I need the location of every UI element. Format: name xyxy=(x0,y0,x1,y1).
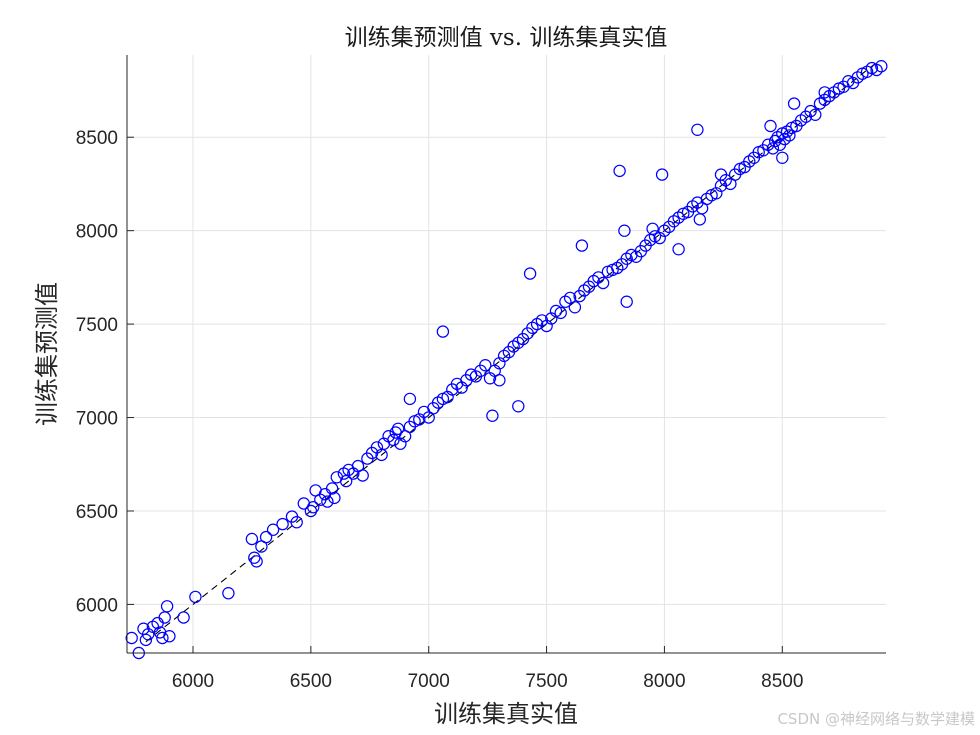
data-point xyxy=(266,523,280,536)
x-tick-label: 7500 xyxy=(525,671,567,692)
data-point xyxy=(672,243,685,256)
data-point xyxy=(189,590,202,604)
y-tick-label: 8500 xyxy=(76,128,118,149)
data-point xyxy=(403,392,417,406)
data-point xyxy=(250,555,263,568)
x-tick-label: 8000 xyxy=(643,671,685,692)
data-point xyxy=(160,600,174,613)
data-point xyxy=(125,631,138,645)
data-point xyxy=(818,86,831,99)
x-tick-labels: 6000 6500 7000 7500 8000 8500 xyxy=(172,646,803,692)
y-axis-title: 训练集预测值 xyxy=(33,282,61,426)
data-point xyxy=(512,400,525,413)
data-point xyxy=(776,151,789,164)
data-point xyxy=(493,374,506,387)
x-axis-title: 训练集真实值 xyxy=(434,700,578,728)
data-point xyxy=(307,501,320,514)
watermark: CSDN @神经网络与数学建模 xyxy=(777,710,975,728)
data-point xyxy=(783,129,796,142)
data-point xyxy=(436,325,450,338)
data-point xyxy=(575,239,589,252)
data-point xyxy=(177,611,190,624)
data-point xyxy=(613,164,626,178)
chart-title: 训练集预测值 vs. 训练集真实值 xyxy=(345,25,668,51)
data-point xyxy=(276,517,289,531)
data-point xyxy=(391,422,405,435)
data-point xyxy=(620,295,633,308)
data-point xyxy=(714,168,728,181)
data-point xyxy=(156,631,169,645)
data-point xyxy=(618,224,631,237)
data-points xyxy=(125,59,888,660)
data-point xyxy=(486,409,499,422)
data-point xyxy=(248,551,261,564)
data-point xyxy=(356,469,369,482)
x-tick-label: 7000 xyxy=(408,671,450,692)
data-point xyxy=(809,108,822,122)
y-tick-label: 7500 xyxy=(76,315,118,336)
data-point xyxy=(245,532,259,546)
data-point xyxy=(568,301,582,314)
data-point xyxy=(766,142,780,155)
data-point xyxy=(139,633,153,647)
data-point xyxy=(596,276,610,290)
y-tick-label: 6000 xyxy=(76,595,118,616)
data-point xyxy=(325,482,339,495)
data-point xyxy=(646,222,659,235)
data-point xyxy=(259,530,273,544)
x-tick-label: 8500 xyxy=(761,671,803,692)
data-point xyxy=(787,97,801,110)
data-point xyxy=(163,630,176,643)
data-point xyxy=(328,491,341,505)
y-tick-label: 8000 xyxy=(76,222,118,243)
data-point xyxy=(479,359,492,372)
data-point xyxy=(387,433,400,447)
y-tick-label: 6500 xyxy=(76,502,118,523)
data-point xyxy=(691,123,704,137)
x-tick-label: 6500 xyxy=(290,671,332,692)
axes xyxy=(126,55,886,654)
data-point xyxy=(655,168,669,181)
grid-lines xyxy=(127,55,886,653)
data-point xyxy=(693,213,707,226)
y-tick-label: 7000 xyxy=(76,409,118,430)
data-point xyxy=(523,267,537,280)
data-point xyxy=(290,516,303,529)
data-point xyxy=(321,495,334,508)
data-point xyxy=(875,59,888,73)
y-tick-labels: 6000 6500 7000 7500 8000 8500 xyxy=(76,128,134,616)
x-tick-label: 6000 xyxy=(172,671,214,692)
data-point xyxy=(764,119,777,133)
data-point xyxy=(222,587,235,600)
data-point xyxy=(554,306,567,320)
